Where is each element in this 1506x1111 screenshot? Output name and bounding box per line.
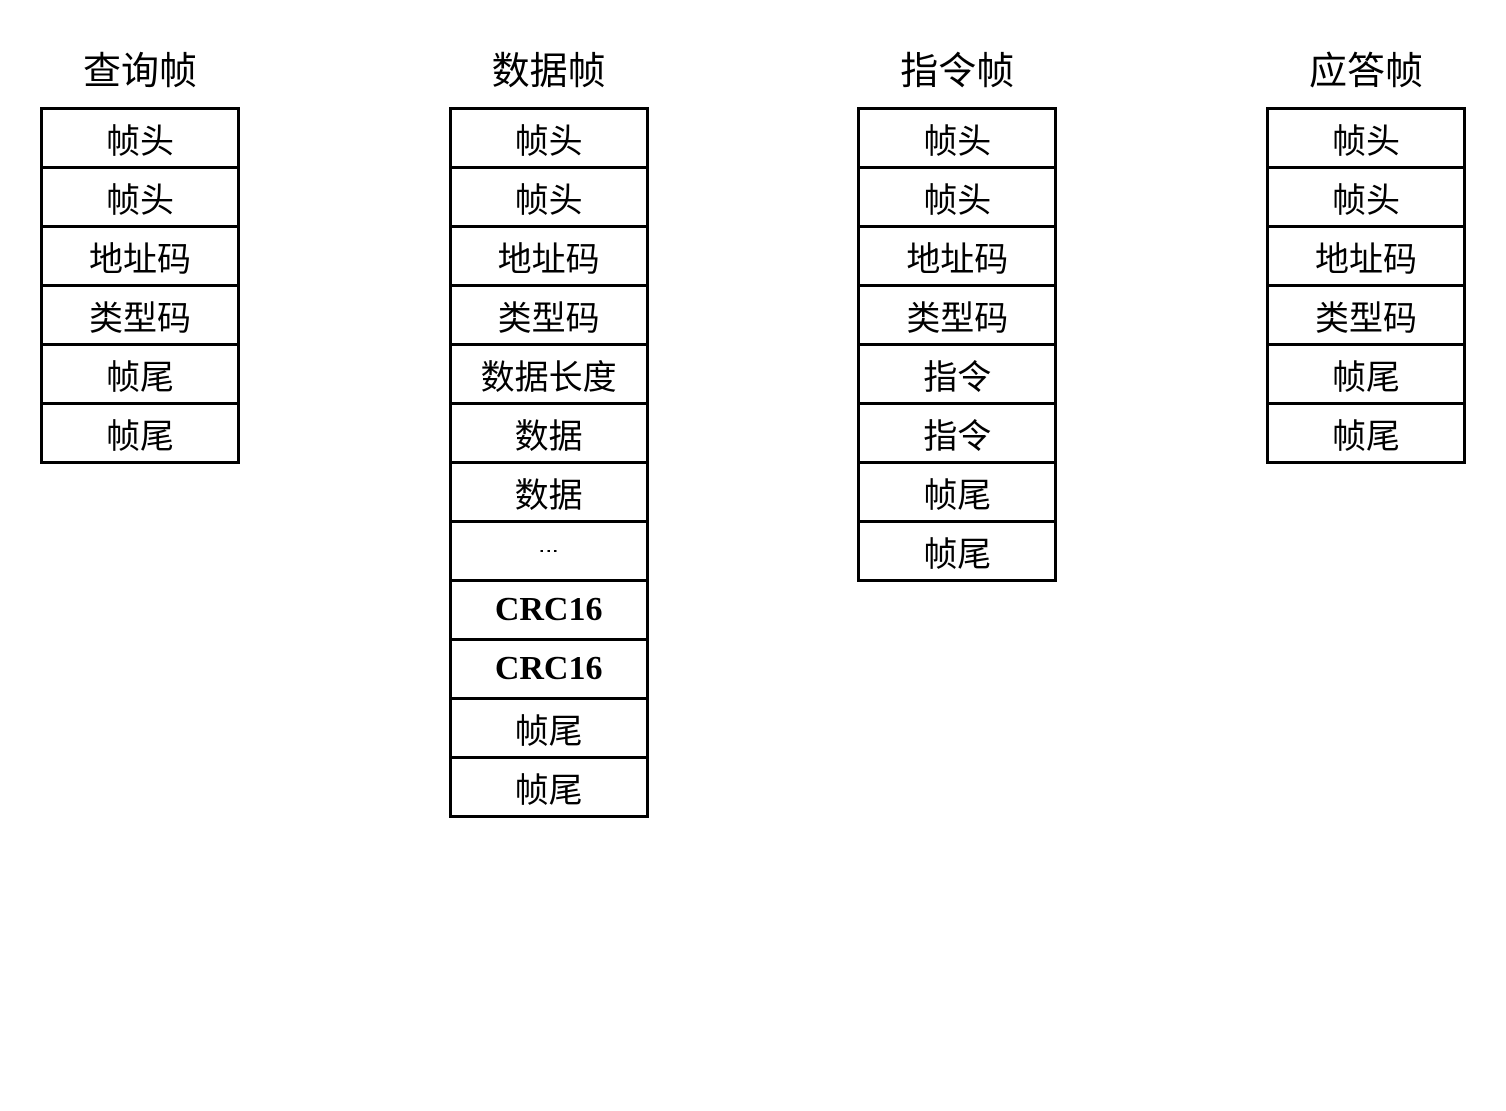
- frame-cell: 帧尾: [449, 697, 649, 759]
- frame-cell: 类型码: [40, 284, 240, 346]
- frame-cell: 数据: [449, 402, 649, 464]
- frame-cell: 帧头: [857, 166, 1057, 228]
- frame-cell: 帧尾: [449, 756, 649, 818]
- frame-column-0: 查询帧帧头帧头地址码类型码帧尾帧尾: [40, 40, 240, 464]
- frame-column-3: 应答帧帧头帧头地址码类型码帧尾帧尾: [1266, 40, 1466, 464]
- frame-title: 查询帧: [83, 40, 197, 95]
- frame-cell: 类型码: [857, 284, 1057, 346]
- frame-title: 指令帧: [900, 40, 1014, 95]
- frame-cell: 数据长度: [449, 343, 649, 405]
- frame-cell: 数据: [449, 461, 649, 523]
- frame-cell: 帧头: [1266, 166, 1466, 228]
- frame-cells: 帧头帧头地址码类型码帧尾帧尾: [1266, 107, 1466, 464]
- frame-column-2: 指令帧帧头帧头地址码类型码指令指令帧尾帧尾: [857, 40, 1057, 582]
- frame-cells: 帧头帧头地址码类型码指令指令帧尾帧尾: [857, 107, 1057, 582]
- frame-cell: 帧尾: [40, 343, 240, 405]
- frame-cell: 指令: [857, 343, 1057, 405]
- frame-title: 数据帧: [492, 40, 606, 95]
- frame-cell: 帧头: [449, 107, 649, 169]
- frame-cell: 帧头: [40, 107, 240, 169]
- frame-cell: CRC16: [449, 638, 649, 700]
- frame-cell: 帧尾: [1266, 343, 1466, 405]
- frame-title: 应答帧: [1309, 40, 1423, 95]
- frame-cell: 帧头: [449, 166, 649, 228]
- frame-cell: 帧尾: [1266, 402, 1466, 464]
- frame-cell: CRC16: [449, 579, 649, 641]
- frame-cell: ⋮: [449, 520, 649, 582]
- frames-container: 查询帧帧头帧头地址码类型码帧尾帧尾数据帧帧头帧头地址码类型码数据长度数据数据⋮C…: [40, 40, 1466, 818]
- frame-cell: 帧尾: [40, 402, 240, 464]
- frame-cell: 地址码: [449, 225, 649, 287]
- frame-cell: 类型码: [1266, 284, 1466, 346]
- frame-cell: 帧尾: [857, 461, 1057, 523]
- frame-cell: 帧头: [857, 107, 1057, 169]
- frame-cell: 帧头: [40, 166, 240, 228]
- frame-column-1: 数据帧帧头帧头地址码类型码数据长度数据数据⋮CRC16CRC16帧尾帧尾: [449, 40, 649, 818]
- frame-cell: 帧头: [1266, 107, 1466, 169]
- frame-cells: 帧头帧头地址码类型码帧尾帧尾: [40, 107, 240, 464]
- frame-cell: 指令: [857, 402, 1057, 464]
- frame-cell: 地址码: [40, 225, 240, 287]
- frame-cell: 类型码: [449, 284, 649, 346]
- frame-cells: 帧头帧头地址码类型码数据长度数据数据⋮CRC16CRC16帧尾帧尾: [449, 107, 649, 818]
- frame-cell: 地址码: [857, 225, 1057, 287]
- frame-cell: 帧尾: [857, 520, 1057, 582]
- frame-cell: 地址码: [1266, 225, 1466, 287]
